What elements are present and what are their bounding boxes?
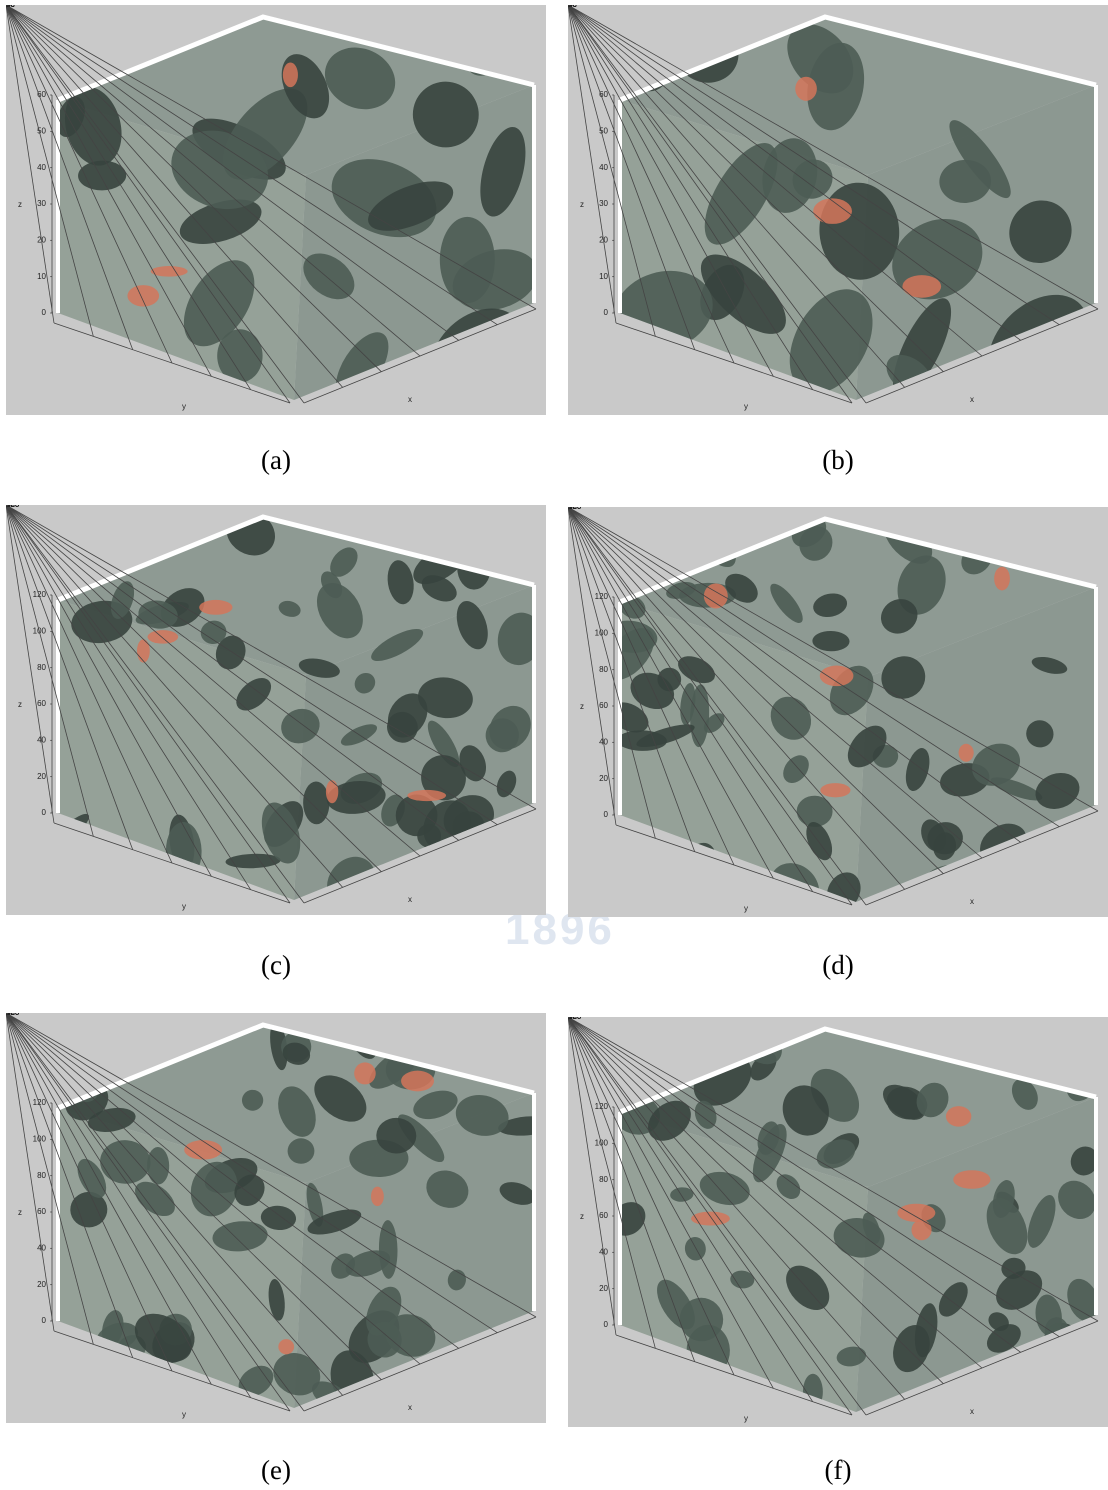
cube-figure: 0204060801001201201008060402000204060801… <box>6 1013 546 1423</box>
z-tick-label: 40 <box>599 163 608 172</box>
inclusion <box>897 1204 935 1222</box>
z-tick-label: 120 <box>595 1102 609 1111</box>
z-tick-label: 0 <box>604 810 609 819</box>
z-tick-label: 80 <box>37 1171 46 1180</box>
z-tick-label: 0 <box>42 808 47 817</box>
x-tick-label: 60 <box>6 5 15 9</box>
x-tick-label: 120 <box>6 1013 20 1017</box>
inclusion <box>326 780 338 803</box>
z-tick-label: 30 <box>37 199 46 208</box>
page: 1896 01020304050606050403020100010203040… <box>0 0 1108 1490</box>
y-axis-label: y <box>744 1414 748 1423</box>
y-axis-label: y <box>182 1410 186 1419</box>
x-axis-label: x <box>970 395 974 404</box>
caption: (a) <box>6 445 546 476</box>
x-axis-label: x <box>408 895 412 904</box>
x-tick-label: 120 <box>6 505 20 509</box>
y-axis-label: y <box>744 904 748 913</box>
inclusion <box>691 1212 730 1226</box>
z-tick-label: 60 <box>599 1211 608 1220</box>
inclusion <box>959 744 974 762</box>
x-tick-label: 120 <box>568 507 582 511</box>
z-tick-label: 40 <box>37 163 46 172</box>
inclusion <box>151 266 188 277</box>
z-tick-label: 120 <box>595 592 609 601</box>
caption: (e) <box>6 1455 546 1486</box>
z-tick-label: 60 <box>599 701 608 710</box>
z-axis-label: z <box>580 702 584 711</box>
inclusion <box>994 567 1010 591</box>
inclusion <box>902 275 941 298</box>
z-axis-label: z <box>18 1208 22 1217</box>
z-tick-label: 120 <box>33 1098 47 1107</box>
z-tick-label: 0 <box>604 308 609 317</box>
z-tick-label: 20 <box>599 1284 608 1293</box>
z-tick-label: 80 <box>599 665 608 674</box>
z-axis-label: z <box>580 200 584 209</box>
inclusion <box>127 285 159 306</box>
inclusion <box>278 1339 294 1354</box>
y-axis-label: y <box>744 402 748 411</box>
inclusion <box>820 666 854 687</box>
inclusion <box>199 600 232 615</box>
inclusion <box>371 1187 384 1207</box>
inclusion <box>795 77 817 101</box>
inclusion <box>137 639 150 662</box>
cube-figure: 0204060801001201201008060402000204060801… <box>568 1017 1108 1427</box>
cube-figure: 0204060801001201201008060402000204060801… <box>6 505 546 915</box>
z-tick-label: 0 <box>604 1320 609 1329</box>
z-tick-label: 30 <box>599 199 608 208</box>
x-axis-label: x <box>970 1407 974 1416</box>
x-tick-label: 60 <box>568 5 577 9</box>
inclusion <box>820 783 850 797</box>
inclusion <box>401 1071 434 1092</box>
x-axis-label: x <box>970 897 974 906</box>
z-tick-label: 60 <box>37 699 46 708</box>
caption: (b) <box>568 445 1108 476</box>
z-axis-label: z <box>18 200 22 209</box>
z-tick-label: 10 <box>37 272 46 281</box>
z-tick-label: 10 <box>599 272 608 281</box>
inclusion <box>407 790 446 801</box>
pore <box>440 217 495 303</box>
inclusion <box>953 1170 990 1189</box>
inclusion <box>946 1106 971 1127</box>
cube-figure: 010203040506060504030201000102030405060z… <box>6 5 546 415</box>
z-tick-label: 80 <box>599 1175 608 1184</box>
caption: (d) <box>568 950 1108 981</box>
cube-figure: 0204060801001201201008060402000204060801… <box>568 507 1108 917</box>
inclusion <box>148 630 179 644</box>
x-axis-label: x <box>408 395 412 404</box>
z-tick-label: 20 <box>37 1280 46 1289</box>
cube-figure: 010203040506060504030201000102030405060z… <box>568 5 1108 415</box>
y-axis-label: y <box>182 402 186 411</box>
z-axis-label: z <box>18 700 22 709</box>
y-axis-label: y <box>182 902 186 911</box>
x-tick-label: 120 <box>568 1017 582 1021</box>
caption: (f) <box>568 1455 1108 1486</box>
z-tick-label: 60 <box>37 1207 46 1216</box>
z-axis-label: z <box>580 1212 584 1221</box>
z-tick-label: 80 <box>37 663 46 672</box>
z-tick-label: 20 <box>599 774 608 783</box>
x-axis-label: x <box>408 1403 412 1412</box>
inclusion <box>911 1220 931 1240</box>
z-tick-label: 20 <box>37 772 46 781</box>
z-tick-label: 120 <box>33 590 47 599</box>
z-tick-label: 0 <box>42 308 47 317</box>
z-tick-label: 0 <box>42 1316 47 1325</box>
caption: (c) <box>6 950 546 981</box>
inclusion <box>354 1062 376 1084</box>
inclusion <box>283 62 298 87</box>
